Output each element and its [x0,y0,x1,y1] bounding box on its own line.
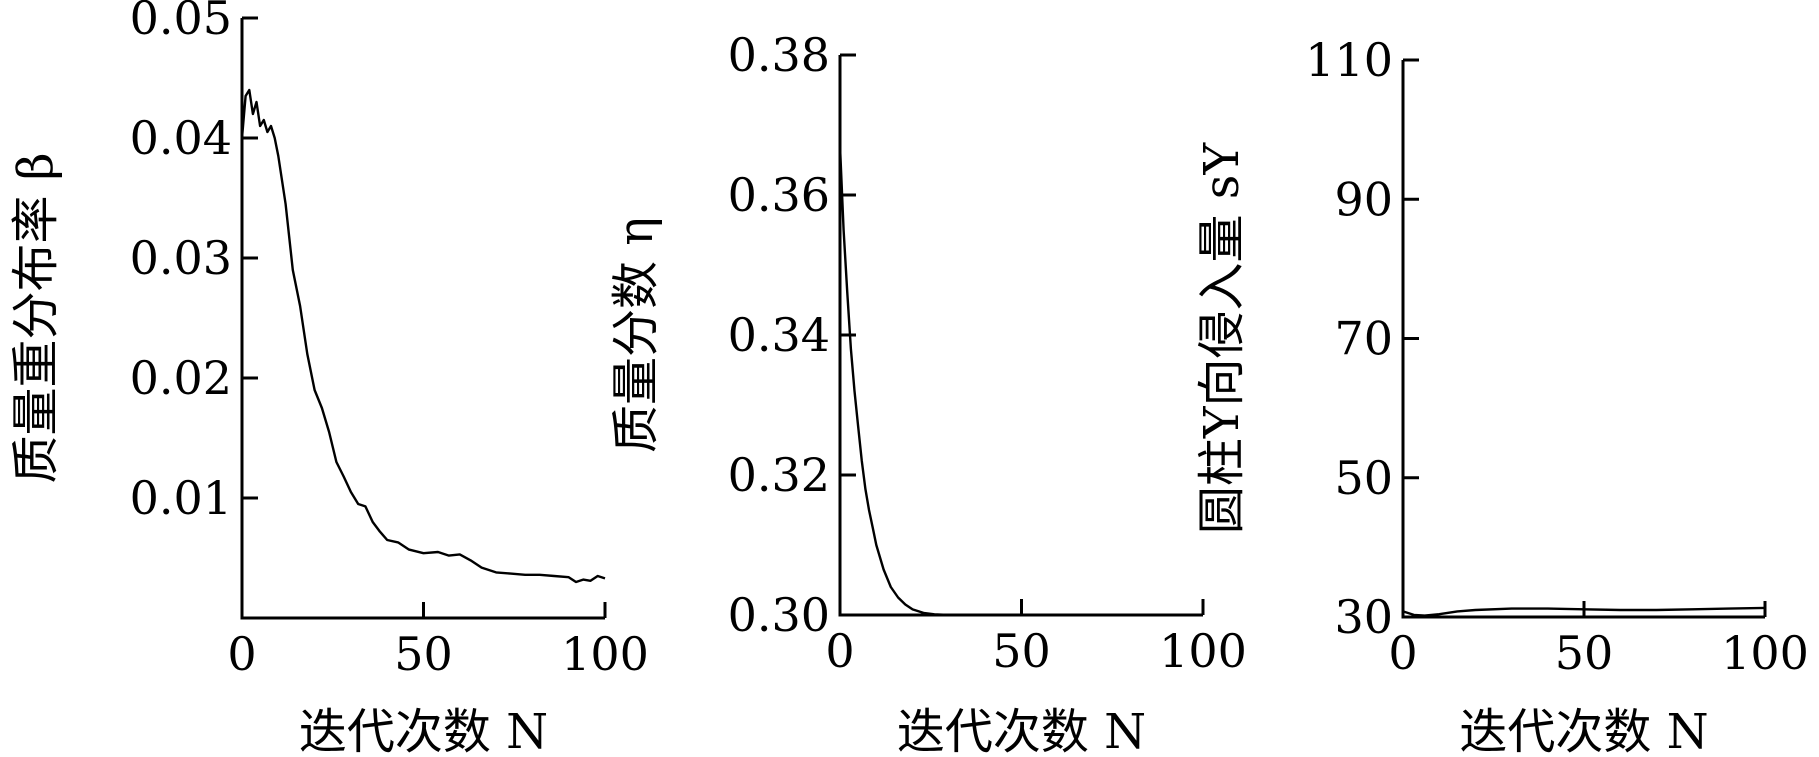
y-tick-label: 70 [1334,312,1393,366]
y-tick-label: 90 [1334,172,1393,226]
chart-panel-mass-redistribution: 0.01 0.02 0.03 0.04 0.05 0 50 100 迭代次数 N… [8,0,649,757]
y-tick-label: 0.01 [130,471,232,525]
y-tick-labels: 30 50 70 90 110 [1305,33,1393,644]
x-tick-labels: 0 50 100 [825,624,1247,678]
series-line [1402,606,1766,617]
x-tick-labels: 0 50 100 [227,627,649,681]
y-axis-title: 圆柱Y向侵入量 sY [1194,142,1250,535]
y-axis-title: 质量重分布率 β [8,152,64,483]
y-tick-label: 30 [1334,590,1393,644]
x-axis-title: 迭代次数 N [299,704,548,757]
y-tick-label: 0.32 [728,448,830,502]
series-line [838,145,1203,617]
chart-panel-mass-fraction: 0.30 0.32 0.34 0.36 0.38 0 50 100 迭代次数 N… [608,28,1247,757]
y-tick-label: 0.03 [130,231,232,285]
tick-marks [838,53,1205,617]
axes-frame [1401,60,1765,619]
y-tick-label: 0.36 [728,168,830,222]
tick-marks [240,16,607,618]
y-tick-label: 0.30 [728,588,830,642]
x-tick-label: 0 [227,627,256,681]
y-tick-labels: 0.01 0.02 0.03 0.04 0.05 [130,0,232,525]
axes-frame [838,55,1203,617]
y-tick-label: 0.38 [728,28,830,82]
y-tick-labels: 0.30 0.32 0.34 0.36 0.38 [728,28,830,642]
x-tick-label: 100 [1159,624,1247,678]
x-axis-title: 迭代次数 N [897,704,1146,757]
x-tick-label: 100 [1721,626,1809,680]
tick-marks [1401,58,1767,619]
y-tick-label: 0.04 [130,111,232,165]
series-line [240,88,606,584]
y-axis-title: 质量分数 η [608,217,664,453]
chart-panel-y-intrusion: 30 50 70 90 110 0 50 100 迭代次数 N 圆柱Y向侵入量 … [1194,33,1809,757]
x-tick-label: 0 [825,624,854,678]
y-tick-label: 0.02 [130,351,232,405]
y-tick-label: 0.34 [728,308,830,362]
x-tick-label: 100 [561,627,649,681]
y-tick-label: 110 [1305,33,1393,87]
axes-frame [240,18,605,620]
x-tick-label: 0 [1388,626,1417,680]
x-tick-labels: 0 50 100 [1388,626,1809,680]
x-tick-label: 50 [394,627,453,681]
x-axis-title: 迭代次数 N [1459,704,1708,757]
y-tick-label: 0.05 [130,0,232,45]
x-tick-label: 50 [992,624,1051,678]
x-tick-label: 50 [1555,626,1614,680]
y-tick-label: 50 [1334,451,1393,505]
